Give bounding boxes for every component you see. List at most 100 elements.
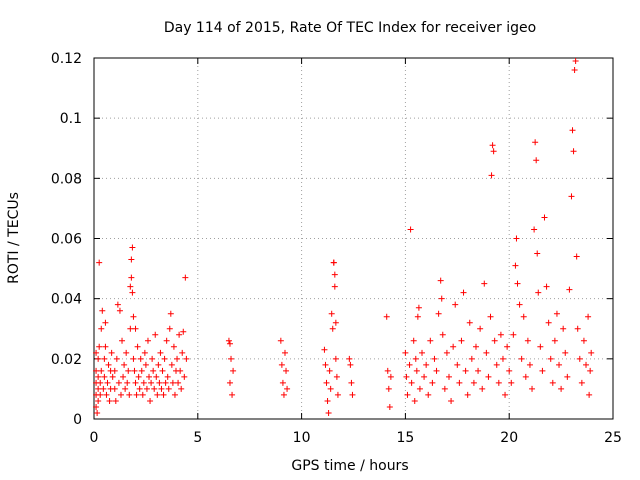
data-point xyxy=(226,340,233,347)
data-point xyxy=(331,271,338,278)
data-point xyxy=(429,379,436,386)
data-point xyxy=(164,373,171,380)
data-point xyxy=(456,379,463,386)
data-point xyxy=(151,385,158,392)
data-point xyxy=(229,391,236,398)
data-point xyxy=(114,301,121,308)
data-point xyxy=(322,361,329,368)
data-point xyxy=(132,325,139,332)
data-point xyxy=(135,373,142,380)
data-point xyxy=(572,58,579,65)
data-point xyxy=(560,325,567,332)
data-point xyxy=(583,361,590,368)
data-point xyxy=(98,367,105,374)
data-point xyxy=(103,391,110,398)
data-point xyxy=(175,379,182,386)
data-point xyxy=(518,355,525,362)
data-point xyxy=(154,391,161,398)
data-point xyxy=(138,367,145,374)
data-point xyxy=(99,307,106,314)
data-point xyxy=(407,226,414,233)
data-point xyxy=(157,349,164,356)
data-point xyxy=(115,379,122,386)
data-point xyxy=(284,385,291,392)
data-point xyxy=(387,373,394,380)
chart-title: Day 114 of 2015, Rate Of TEC Index for r… xyxy=(164,20,536,36)
data-point xyxy=(278,361,285,368)
data-point xyxy=(122,385,129,392)
x-tick-label: 15 xyxy=(396,430,414,446)
data-point xyxy=(413,367,420,374)
data-point xyxy=(549,379,556,386)
data-point xyxy=(109,373,116,380)
data-point xyxy=(403,373,410,380)
data-point xyxy=(332,355,339,362)
data-point xyxy=(327,385,334,392)
data-point xyxy=(143,385,150,392)
data-point xyxy=(131,367,138,374)
data-point xyxy=(481,280,488,287)
data-point xyxy=(553,310,560,317)
data-point xyxy=(95,397,102,404)
data-point xyxy=(166,325,173,332)
data-point xyxy=(566,286,573,293)
data-point xyxy=(225,337,232,344)
data-point xyxy=(570,148,577,155)
tick-labels: 0 5 10 15 20 25 0 0.02 0.04 0.06 0.08 0.1 0.12 xyxy=(51,51,622,446)
data-point xyxy=(537,343,544,350)
data-point xyxy=(130,313,137,320)
data-point xyxy=(150,367,157,374)
data-point xyxy=(412,355,419,362)
data-point xyxy=(497,331,504,338)
data-point xyxy=(94,409,101,416)
data-point xyxy=(462,367,469,374)
data-point xyxy=(117,391,124,398)
data-point xyxy=(123,349,130,356)
data-point xyxy=(558,385,565,392)
data-point xyxy=(130,355,137,362)
data-point xyxy=(97,379,104,386)
data-point xyxy=(176,331,183,338)
data-point xyxy=(162,379,169,386)
data-point xyxy=(97,391,104,398)
data-point xyxy=(408,379,415,386)
data-point xyxy=(534,250,541,257)
data-point xyxy=(491,337,498,344)
data-point xyxy=(416,385,423,392)
data-point xyxy=(402,349,409,356)
data-point xyxy=(325,409,332,416)
data-point xyxy=(574,325,581,332)
y-tick-label: 0.12 xyxy=(51,51,82,67)
plot-frame xyxy=(93,57,614,420)
data-point xyxy=(564,373,571,380)
data-point xyxy=(556,361,563,368)
data-point xyxy=(508,379,515,386)
data-point xyxy=(93,403,100,410)
data-point xyxy=(443,349,450,356)
data-point xyxy=(324,397,331,404)
data-point xyxy=(499,355,506,362)
data-point xyxy=(460,289,467,296)
data-point xyxy=(404,391,411,398)
data-point xyxy=(329,325,336,332)
data-point xyxy=(406,361,413,368)
data-point xyxy=(136,385,143,392)
data-point xyxy=(410,337,417,344)
data-point xyxy=(171,391,178,398)
y-tick-label: 0.02 xyxy=(51,352,82,368)
data-point xyxy=(146,373,153,380)
data-point xyxy=(569,127,576,134)
data-point xyxy=(126,391,133,398)
data-point xyxy=(502,391,509,398)
data-point xyxy=(280,391,287,398)
data-point xyxy=(466,319,473,326)
x-tick-label: 20 xyxy=(500,430,518,446)
data-point xyxy=(514,280,521,287)
data-point xyxy=(332,319,339,326)
data-point xyxy=(168,361,175,368)
data-point xyxy=(120,373,127,380)
data-point xyxy=(513,235,520,242)
data-point xyxy=(133,391,140,398)
data-point xyxy=(182,274,189,281)
data-point xyxy=(411,397,418,404)
